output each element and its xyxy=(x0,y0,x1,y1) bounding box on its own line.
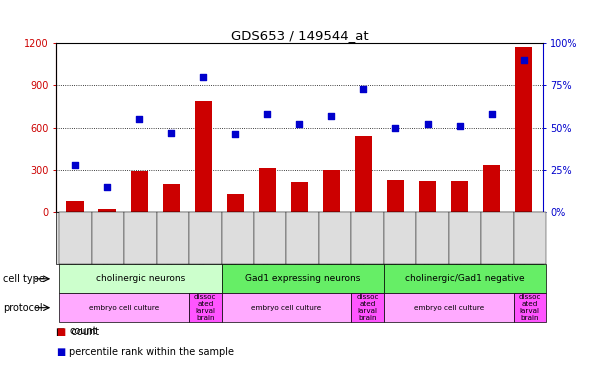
Text: ■  count: ■ count xyxy=(56,327,99,336)
Bar xyxy=(355,136,372,212)
Point xyxy=(263,111,272,117)
Point xyxy=(487,111,496,117)
Text: dissoc
ated
larval
brain: dissoc ated larval brain xyxy=(194,294,217,321)
Text: embryo cell culture: embryo cell culture xyxy=(414,304,484,310)
Text: percentile rank within the sample: percentile rank within the sample xyxy=(69,347,234,357)
Text: protocol: protocol xyxy=(3,303,42,313)
Point xyxy=(166,130,176,136)
Point xyxy=(199,74,208,80)
Bar xyxy=(227,194,244,212)
Point xyxy=(423,121,432,127)
Text: embryo cell culture: embryo cell culture xyxy=(89,304,159,310)
Bar xyxy=(386,180,404,212)
Text: count: count xyxy=(69,327,97,336)
Point xyxy=(135,116,144,122)
Text: cell type: cell type xyxy=(3,274,45,284)
Point xyxy=(71,162,80,168)
Text: ■: ■ xyxy=(56,327,65,336)
Point xyxy=(359,86,368,92)
Point xyxy=(327,112,336,118)
Bar xyxy=(67,201,84,212)
Bar xyxy=(419,181,437,212)
Bar xyxy=(515,47,532,212)
Text: dissoc
ated
larval
brain: dissoc ated larval brain xyxy=(519,294,541,321)
Point xyxy=(294,121,304,127)
Text: Gad1 expressing neurons: Gad1 expressing neurons xyxy=(245,274,360,284)
Bar xyxy=(323,170,340,212)
Point xyxy=(455,123,464,129)
Bar xyxy=(451,181,468,212)
Text: cholinergic/Gad1 negative: cholinergic/Gad1 negative xyxy=(405,274,525,284)
Bar xyxy=(483,165,500,212)
Point xyxy=(391,124,400,130)
Point xyxy=(231,131,240,137)
Bar xyxy=(99,209,116,212)
Bar xyxy=(162,184,180,212)
Text: dissoc
ated
larval
brain: dissoc ated larval brain xyxy=(356,294,379,321)
Bar xyxy=(195,101,212,212)
Point xyxy=(519,57,528,63)
Point xyxy=(103,184,112,190)
Text: cholinergic neurons: cholinergic neurons xyxy=(96,274,185,284)
Bar xyxy=(258,168,276,212)
Text: ■: ■ xyxy=(56,347,65,357)
Text: embryo cell culture: embryo cell culture xyxy=(251,304,322,310)
Bar xyxy=(130,171,148,212)
Bar xyxy=(291,182,308,212)
Title: GDS653 / 149544_at: GDS653 / 149544_at xyxy=(231,29,368,42)
